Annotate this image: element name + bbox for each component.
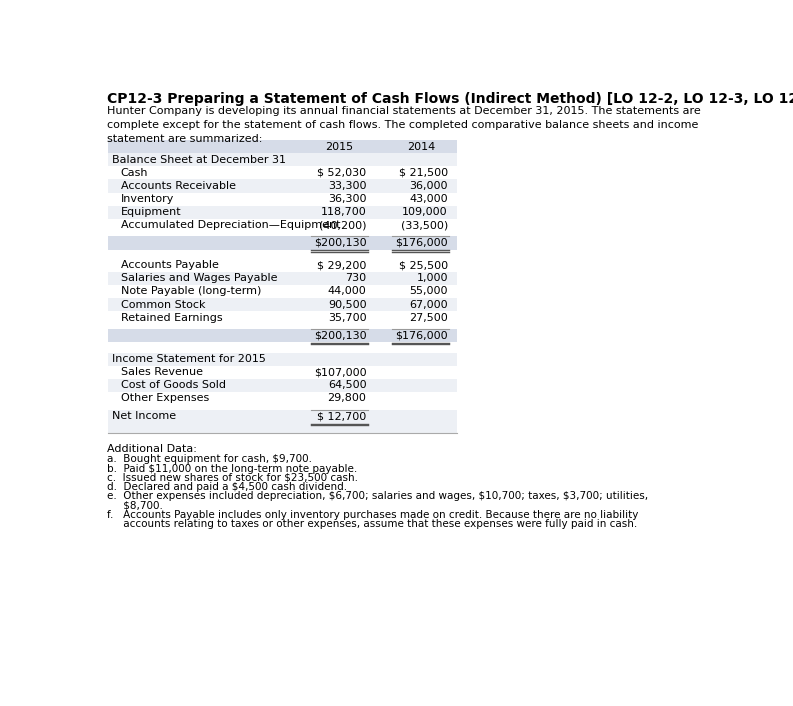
- Text: 36,000: 36,000: [409, 181, 448, 191]
- Text: Balance Sheet at December 31: Balance Sheet at December 31: [112, 155, 285, 164]
- Text: Note Payable (long-term): Note Payable (long-term): [121, 287, 261, 297]
- FancyBboxPatch shape: [109, 298, 458, 311]
- Text: Equipment: Equipment: [121, 207, 182, 217]
- Text: Other Expenses: Other Expenses: [121, 393, 209, 404]
- Text: $200,130: $200,130: [314, 238, 366, 248]
- Text: $176,000: $176,000: [395, 330, 448, 340]
- Text: 44,000: 44,000: [328, 287, 366, 297]
- FancyBboxPatch shape: [109, 219, 458, 232]
- Text: Inventory: Inventory: [121, 194, 174, 204]
- FancyBboxPatch shape: [109, 232, 458, 237]
- Text: $ 12,700: $ 12,700: [317, 411, 366, 421]
- Text: $ 29,200: $ 29,200: [317, 261, 366, 270]
- Text: 35,700: 35,700: [328, 313, 366, 323]
- Text: $176,000: $176,000: [395, 238, 448, 248]
- Text: $ 25,500: $ 25,500: [399, 261, 448, 270]
- Text: Accounts Receivable: Accounts Receivable: [121, 181, 236, 191]
- Text: 2014: 2014: [407, 142, 435, 152]
- Text: Accumulated Depreciation—Equipment: Accumulated Depreciation—Equipment: [121, 220, 340, 230]
- Text: Additional Data:: Additional Data:: [107, 444, 197, 454]
- Text: d.  Declared and paid a $4,500 cash dividend.: d. Declared and paid a $4,500 cash divid…: [107, 482, 347, 492]
- Text: 43,000: 43,000: [409, 194, 448, 204]
- Text: 55,000: 55,000: [409, 287, 448, 297]
- Text: 118,700: 118,700: [320, 207, 366, 217]
- FancyBboxPatch shape: [109, 249, 458, 258]
- Text: Common Stock: Common Stock: [121, 299, 205, 309]
- FancyBboxPatch shape: [109, 258, 458, 272]
- Text: Retained Earnings: Retained Earnings: [121, 313, 223, 323]
- FancyBboxPatch shape: [109, 329, 458, 342]
- FancyBboxPatch shape: [109, 272, 458, 285]
- FancyBboxPatch shape: [109, 409, 458, 423]
- FancyBboxPatch shape: [109, 366, 458, 379]
- Text: f.   Accounts Payable includes only inventory purchases made on credit. Because : f. Accounts Payable includes only invent…: [107, 510, 638, 520]
- Text: 2015: 2015: [325, 142, 354, 152]
- Text: 33,300: 33,300: [328, 181, 366, 191]
- Text: (33,500): (33,500): [400, 220, 448, 230]
- Text: 90,500: 90,500: [328, 299, 366, 309]
- Text: e.  Other expenses included depreciation, $6,700; salaries and wages, $10,700; t: e. Other expenses included depreciation,…: [107, 491, 648, 501]
- Text: 64,500: 64,500: [328, 381, 366, 390]
- FancyBboxPatch shape: [109, 324, 458, 329]
- Text: $107,000: $107,000: [314, 367, 366, 377]
- Text: $ 52,030: $ 52,030: [317, 168, 366, 178]
- Text: 36,300: 36,300: [328, 194, 366, 204]
- Text: 109,000: 109,000: [402, 207, 448, 217]
- FancyBboxPatch shape: [109, 423, 458, 433]
- Text: Hunter Company is developing its annual financial statements at December 31, 201: Hunter Company is developing its annual …: [107, 105, 701, 144]
- Text: accounts relating to taxes or other expenses, assume that these expenses were fu: accounts relating to taxes or other expe…: [107, 519, 637, 529]
- FancyBboxPatch shape: [109, 167, 458, 179]
- Text: Cash: Cash: [121, 168, 148, 178]
- Text: 27,500: 27,500: [409, 313, 448, 323]
- FancyBboxPatch shape: [109, 379, 458, 392]
- Text: 67,000: 67,000: [409, 299, 448, 309]
- FancyBboxPatch shape: [109, 311, 458, 324]
- Text: $8,700.: $8,700.: [107, 501, 163, 510]
- FancyBboxPatch shape: [109, 153, 458, 167]
- Text: Sales Revenue: Sales Revenue: [121, 367, 203, 377]
- FancyBboxPatch shape: [109, 353, 458, 366]
- FancyBboxPatch shape: [109, 342, 458, 353]
- FancyBboxPatch shape: [109, 193, 458, 205]
- Text: a.  Bought equipment for cash, $9,700.: a. Bought equipment for cash, $9,700.: [107, 455, 312, 465]
- Text: 730: 730: [346, 273, 366, 283]
- Text: $200,130: $200,130: [314, 330, 366, 340]
- Text: (40,200): (40,200): [319, 220, 366, 230]
- FancyBboxPatch shape: [109, 405, 458, 409]
- Text: Cost of Goods Sold: Cost of Goods Sold: [121, 381, 226, 390]
- FancyBboxPatch shape: [109, 392, 458, 405]
- FancyBboxPatch shape: [109, 140, 458, 153]
- Text: Net Income: Net Income: [112, 411, 176, 421]
- FancyBboxPatch shape: [109, 237, 458, 249]
- Text: Accounts Payable: Accounts Payable: [121, 261, 219, 270]
- Text: b.  Paid $11,000 on the long-term note payable.: b. Paid $11,000 on the long-term note pa…: [107, 464, 357, 474]
- FancyBboxPatch shape: [109, 285, 458, 298]
- Text: c.  Issued new shares of stock for $23,500 cash.: c. Issued new shares of stock for $23,50…: [107, 473, 358, 483]
- Text: Income Statement for 2015: Income Statement for 2015: [112, 354, 266, 364]
- Text: CP12-3 Preparing a Statement of Cash Flows (Indirect Method) [LO 12-2, LO 12-3, : CP12-3 Preparing a Statement of Cash Flo…: [107, 92, 793, 106]
- FancyBboxPatch shape: [109, 205, 458, 219]
- Text: Salaries and Wages Payable: Salaries and Wages Payable: [121, 273, 278, 283]
- Text: 1,000: 1,000: [416, 273, 448, 283]
- Text: 29,800: 29,800: [328, 393, 366, 404]
- Text: $ 21,500: $ 21,500: [399, 168, 448, 178]
- FancyBboxPatch shape: [109, 179, 458, 193]
